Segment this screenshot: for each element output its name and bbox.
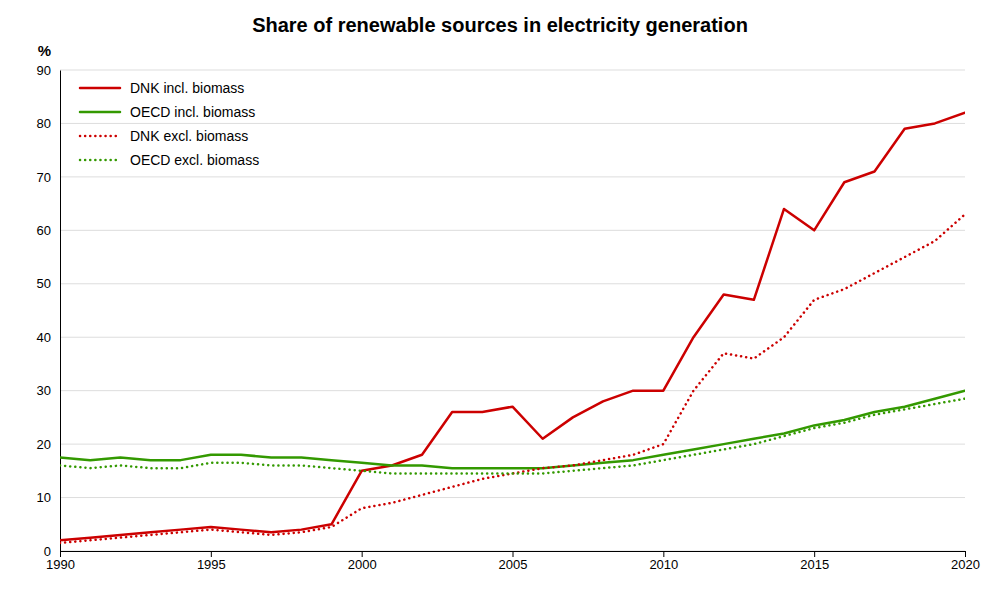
y-tick: 30 — [37, 383, 60, 398]
plot: 0102030405060708090199019952000200520102… — [37, 63, 980, 573]
legend-label: DNK incl. biomass — [130, 80, 244, 96]
series-line — [60, 399, 965, 474]
grid-line — [60, 497, 965, 498]
legend-item: DNK excl. biomass — [80, 128, 248, 144]
y-tick-label: 40 — [37, 330, 51, 345]
x-axis: 1990 1995 2000 2005 2010 2015 2020 — [46, 551, 980, 572]
lines — [60, 113, 965, 543]
y-tick: 50 — [37, 276, 60, 291]
x-tick: 2015 — [800, 551, 829, 572]
x-tick-mark — [965, 551, 966, 557]
series-line — [60, 113, 965, 541]
x-tick: 1990 — [46, 551, 75, 572]
x-tick-mark — [814, 551, 815, 557]
grid-line — [60, 230, 965, 231]
legend-item: OECD excl. biomass — [80, 152, 259, 168]
grid-line — [60, 390, 965, 391]
x-tick-label: 2015 — [800, 557, 829, 572]
legend-swatch — [80, 159, 120, 162]
legend-item: OECD incl. biomass — [80, 104, 255, 120]
y-tick-label: 30 — [37, 383, 51, 398]
x-axis-line — [61, 552, 966, 558]
y-tick: 80 — [37, 116, 60, 131]
title: Share of renewable sources in electricit… — [252, 14, 748, 36]
x-tick-mark — [663, 551, 664, 557]
grid-line — [60, 176, 965, 177]
series-line — [60, 214, 965, 543]
x-tick-label: 2005 — [499, 557, 528, 572]
x-tick: 2020 — [951, 551, 980, 572]
y-tick: 90 — [37, 63, 60, 78]
y-axis-line — [60, 71, 61, 552]
y-axis-label: % — [38, 42, 51, 59]
y-tick-label: 90 — [37, 63, 51, 78]
x-tick-label: 2010 — [649, 557, 678, 572]
y-tick-label: 20 — [37, 437, 51, 452]
chart: 0102030405060708090199019952000200520102… — [0, 0, 1000, 591]
y-tick: 70 — [37, 170, 60, 185]
legend-item: DNK incl. biomass — [80, 80, 244, 96]
grid-line — [60, 283, 965, 284]
legend-label: DNK excl. biomass — [130, 128, 248, 144]
x-tick-mark — [60, 551, 61, 557]
y-tick-label: 70 — [37, 170, 51, 185]
x-tick-label: 2020 — [951, 557, 980, 572]
x-tick: 2010 — [649, 551, 678, 572]
grid-line — [60, 123, 965, 124]
grid-line — [60, 70, 965, 71]
legend-label: OECD excl. biomass — [130, 152, 259, 168]
y-axis: 0102030405060708090 — [37, 63, 61, 559]
y-tick: 40 — [37, 330, 60, 345]
x-tick-label: 2000 — [348, 557, 377, 572]
grid — [60, 70, 965, 551]
y-tick: 10 — [37, 490, 60, 505]
legend-swatch — [80, 87, 120, 90]
grid-line — [60, 337, 965, 338]
y-tick-label: 10 — [37, 490, 51, 505]
x-tick-label: 1990 — [46, 557, 75, 572]
y-tick: 20 — [37, 437, 60, 452]
x-tick: 2000 — [348, 551, 377, 572]
x-tick-label: 1995 — [197, 557, 226, 572]
grid-line — [60, 444, 965, 445]
x-tick-mark — [211, 551, 212, 557]
y-tick-label: 80 — [37, 116, 51, 131]
y-tick: 60 — [37, 223, 60, 238]
x-tick: 1995 — [197, 551, 226, 572]
legend: DNK incl. biomass OECD incl. biomass DNK e… — [80, 80, 259, 168]
x-tick-mark — [513, 551, 514, 557]
x-tick: 2005 — [499, 551, 528, 572]
y-tick-label: 50 — [37, 276, 51, 291]
legend-swatch — [80, 111, 120, 114]
y-tick-label: 60 — [37, 223, 51, 238]
x-tick-mark — [362, 551, 363, 557]
legend-swatch — [80, 135, 120, 138]
legend-label: OECD incl. biomass — [130, 104, 255, 120]
series-line — [60, 391, 965, 468]
